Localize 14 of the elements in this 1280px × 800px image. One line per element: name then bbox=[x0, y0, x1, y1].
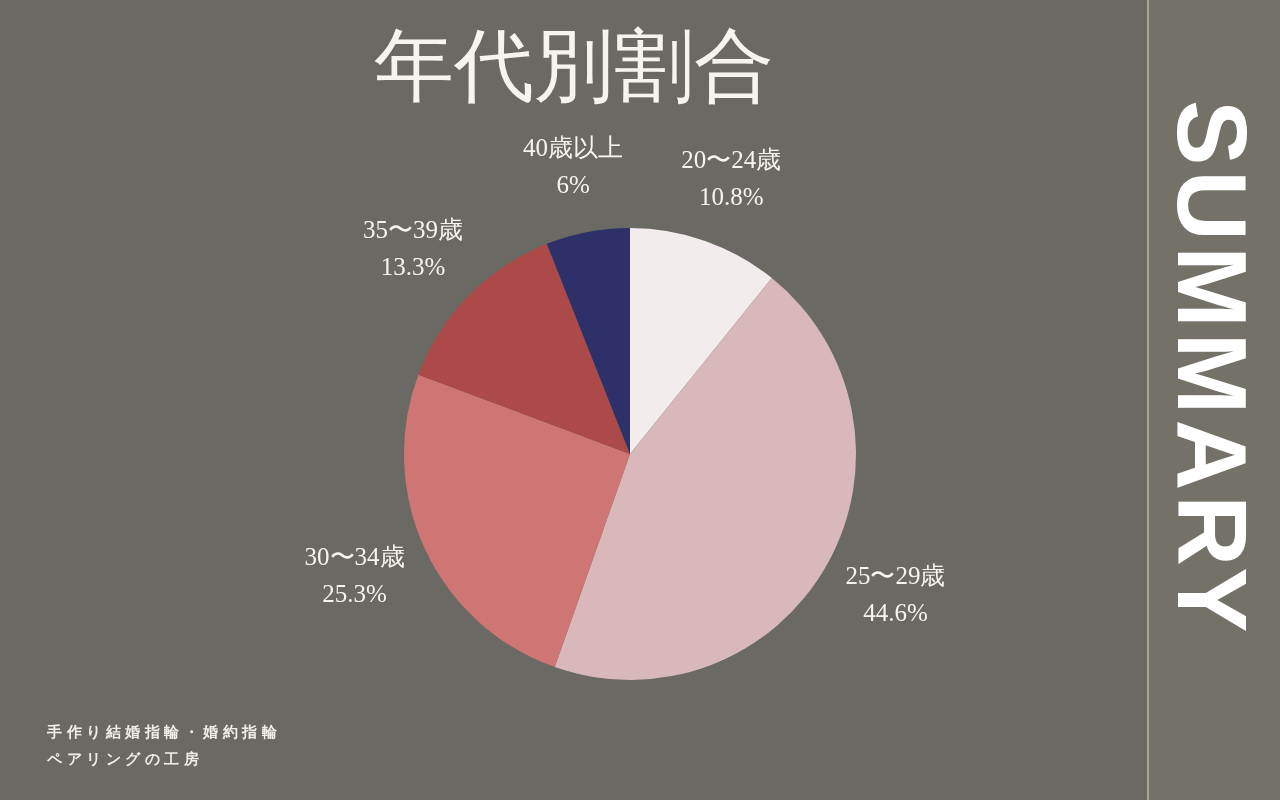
slice-label: 20〜24歳 bbox=[681, 145, 782, 173]
chart-title: 年代別割合 bbox=[374, 22, 774, 111]
text: SUMMARY bbox=[1157, 100, 1267, 638]
slice-label: 30〜34歳 bbox=[304, 543, 405, 571]
data-label: 6% bbox=[556, 171, 590, 199]
text: ペアリングの工房 bbox=[47, 749, 203, 769]
data-label: 10.8% bbox=[698, 182, 764, 210]
slice-label: 35〜39歳 bbox=[363, 216, 464, 244]
slice-label: 40歳以上 bbox=[523, 134, 624, 162]
data-label: 44.6% bbox=[863, 598, 928, 626]
slice-label: 25〜29歳 bbox=[845, 561, 946, 589]
text: 手作り結婚指輪・婚約指輪 bbox=[47, 722, 281, 742]
data-label: 25.3% bbox=[322, 580, 387, 608]
data-label: 13.3% bbox=[380, 253, 446, 281]
